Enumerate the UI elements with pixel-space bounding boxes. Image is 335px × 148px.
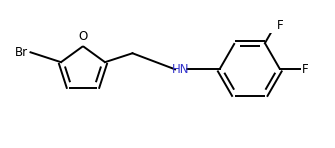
Text: F: F [302, 63, 309, 76]
Text: HN: HN [172, 63, 190, 76]
Text: F: F [277, 19, 284, 32]
Text: Br: Br [15, 46, 28, 59]
Text: O: O [78, 30, 88, 43]
